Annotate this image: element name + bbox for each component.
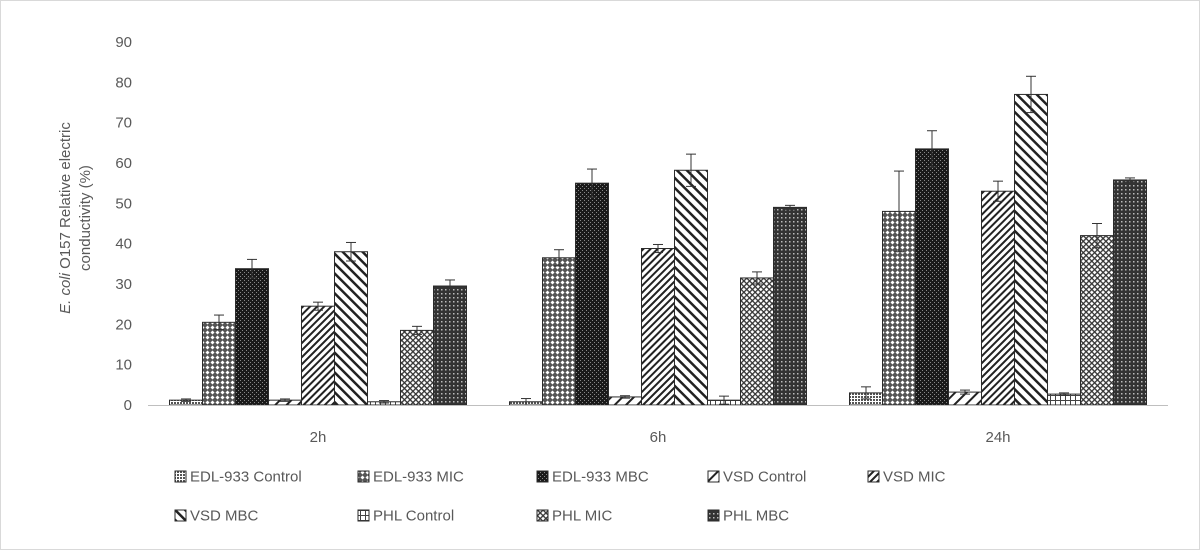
bar — [301, 305, 335, 406]
error-bar — [313, 301, 323, 311]
error-bar — [620, 395, 630, 399]
legend-item: PHL MIC — [536, 508, 612, 525]
y-axis-title: E. coli O157 Relative electric — [57, 122, 74, 314]
error-bar — [587, 168, 597, 198]
error-bar — [412, 325, 422, 335]
error-bar — [181, 398, 191, 402]
error-bar — [346, 241, 356, 262]
plot-area — [148, 75, 1168, 406]
y-tick-label: 90 — [115, 34, 132, 51]
bar — [235, 268, 269, 406]
legend-swatch — [867, 470, 880, 483]
error-bar — [214, 314, 224, 331]
y-tick-label: 80 — [115, 74, 132, 91]
legend-item: EDL-933 MBC — [536, 469, 649, 486]
y-tick-label: 10 — [115, 357, 132, 374]
legend-item: VSD MBC — [174, 508, 259, 525]
error-bar — [1125, 177, 1135, 183]
bar — [915, 148, 949, 406]
bar — [1014, 93, 1048, 406]
error-bar — [1092, 223, 1102, 249]
y-tick-label: 70 — [115, 115, 132, 132]
error-bar — [861, 386, 871, 400]
error-bar — [894, 170, 904, 253]
bar — [575, 182, 609, 406]
x-axis: 2h 6h 24h — [310, 429, 1011, 446]
y-axis-title-line2: conductivity (%) — [77, 165, 94, 271]
bar — [981, 190, 1015, 406]
legend-swatch — [357, 470, 370, 483]
bar — [773, 206, 807, 406]
y-tick-label: 60 — [115, 155, 132, 172]
x-tick-label: 24h — [985, 429, 1010, 446]
bar — [641, 248, 675, 406]
error-bar — [379, 400, 389, 404]
bar — [1113, 179, 1147, 406]
error-bar — [653, 243, 663, 254]
legend-label: VSD Control — [723, 469, 806, 486]
legend: EDL-933 Control EDL-933 MIC EDL-933 MBC VSD… — [174, 469, 946, 525]
error-bar — [719, 395, 729, 405]
error-bar — [993, 180, 1003, 202]
error-bar — [1059, 392, 1069, 396]
error-bar — [1026, 75, 1036, 114]
bar — [202, 321, 236, 406]
legend-swatch — [707, 509, 720, 522]
x-tick-label: 6h — [650, 429, 667, 446]
legend-label: EDL-933 MBC — [552, 469, 649, 486]
legend-swatch — [536, 509, 549, 522]
y-tick-label: 30 — [115, 276, 132, 293]
error-bar — [247, 258, 257, 279]
error-bar — [927, 130, 937, 168]
error-bar — [752, 271, 762, 285]
legend-swatch — [707, 470, 720, 483]
legend-swatch — [357, 509, 370, 522]
y-tick-label: 50 — [115, 195, 132, 212]
error-bar — [785, 204, 795, 210]
legend-label: PHL MIC — [552, 508, 612, 525]
legend-swatch — [174, 509, 187, 522]
y-tick-label: 0 — [124, 397, 132, 414]
error-bar — [554, 249, 564, 267]
legend-item: VSD MIC — [867, 469, 946, 486]
legend-item: EDL-933 Control — [174, 469, 302, 486]
error-bar — [960, 389, 970, 395]
legend-label: VSD MBC — [190, 508, 259, 525]
legend-label: EDL-933 MIC — [373, 469, 464, 486]
bar — [674, 169, 708, 406]
legend-item: EDL-933 MIC — [357, 469, 464, 486]
bar — [1080, 235, 1114, 406]
y-axis: 0 10 20 30 40 50 60 70 80 90 — [115, 34, 132, 414]
legend-item: PHL MBC — [707, 508, 789, 525]
bar — [334, 251, 368, 406]
x-tick-label: 2h — [310, 429, 327, 446]
legend-item: VSD Control — [707, 469, 806, 486]
legend-label: EDL-933 Control — [190, 469, 302, 486]
y-tick-label: 20 — [115, 316, 132, 333]
legend-label: PHL Control — [373, 508, 454, 525]
bar — [542, 257, 576, 406]
bar — [433, 285, 467, 406]
legend-swatch — [536, 470, 549, 483]
legend-item: PHL Control — [357, 508, 454, 525]
error-bar — [280, 398, 290, 402]
y-tick-label: 40 — [115, 236, 132, 253]
error-bar — [445, 279, 455, 293]
bar — [740, 277, 774, 406]
legend-label: VSD MIC — [883, 469, 946, 486]
legend-swatch — [174, 470, 187, 483]
legend-label: PHL MBC — [723, 508, 789, 525]
error-bar — [686, 153, 696, 187]
bar — [400, 329, 434, 406]
